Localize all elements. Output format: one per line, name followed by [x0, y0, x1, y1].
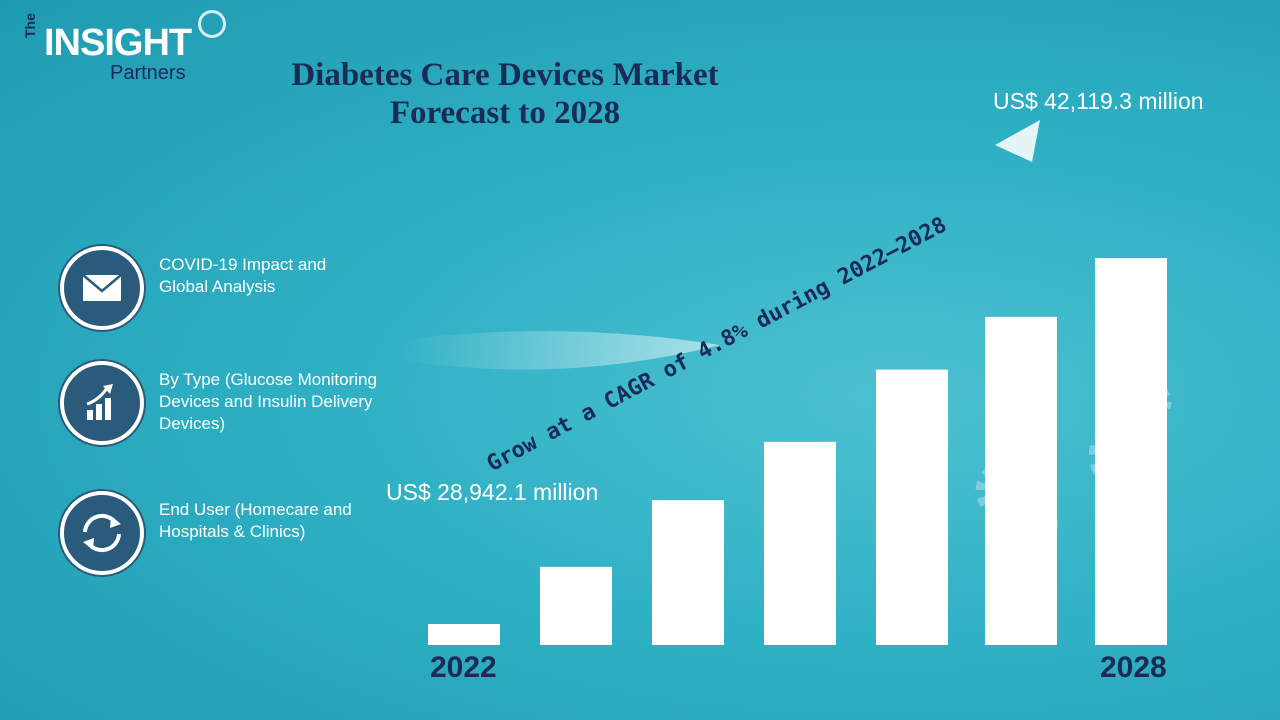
feature-end-user-label: End User (Homecare and Hospitals & Clini… [159, 500, 352, 541]
logo-partners-text: Partners [110, 62, 186, 84]
end-year-label: 2028 [1100, 651, 1167, 684]
start-year-label: 2022 [430, 651, 497, 684]
recycle-arrows-icon [60, 491, 144, 575]
bar-2027 [985, 316, 1057, 645]
feature-covid-label: COVID-19 Impact and Global Analysis [159, 255, 327, 296]
feature-type: By Type (Glucose Monitoring Devices and … [60, 361, 380, 445]
envelope-icon [60, 246, 144, 330]
feature-type-label: By Type (Glucose Monitoring Devices and … [159, 370, 377, 433]
logo-insight-text: INSIGHT [44, 22, 192, 64]
gear-icon [1132, 382, 1172, 422]
feature-covid: COVID-19 Impact and Global Analysis [60, 246, 380, 330]
bar-2025 [764, 441, 836, 645]
bar-2022 [428, 624, 500, 645]
title-line-1: Diabetes Care Devices Market [291, 57, 719, 93]
start-value-label: US$ 28,942.1 million [386, 479, 599, 505]
growth-chart-icon [60, 361, 144, 445]
magnifier-icon [198, 10, 226, 38]
feature-end-user: End User (Homecare and Hospitals & Clini… [60, 491, 380, 575]
title-line-2: Forecast to 2028 [389, 95, 621, 131]
brand-logo: The INSIGHT Partners [22, 10, 232, 86]
growth-arrowhead [995, 120, 1040, 162]
motion-swoosh [400, 331, 720, 370]
bar-2023 [540, 566, 612, 645]
end-value-label: US$ 42,119.3 million [993, 88, 1204, 114]
bar-2028 [1095, 258, 1167, 645]
bar-2026 [876, 369, 948, 645]
page-title: Diabetes Care Devices Market Forecast to… [240, 56, 770, 132]
bar-2024 [652, 500, 724, 645]
